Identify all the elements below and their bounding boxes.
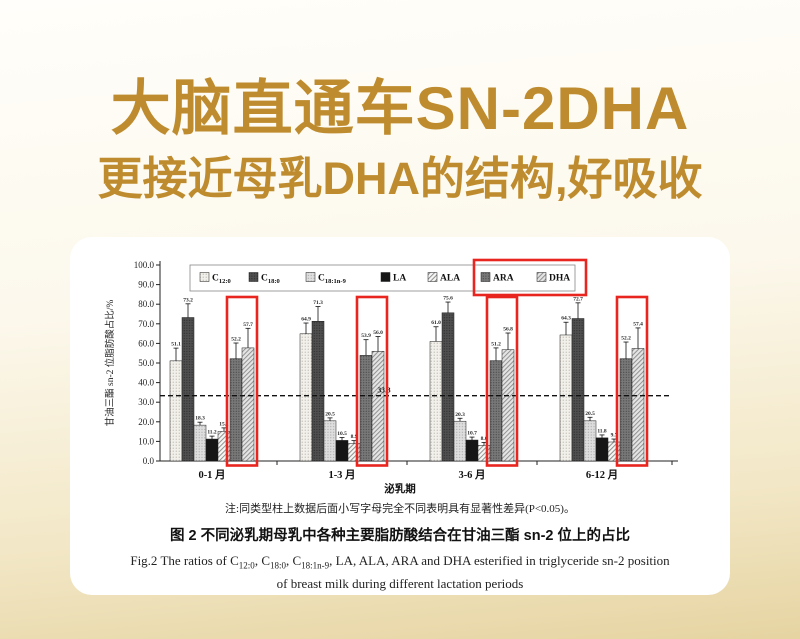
bar-C18:0-0-1 月 [181, 317, 195, 462]
y-axis-tick-label: 0.0 [143, 456, 155, 466]
chart-container: 0.0 10.0 20.0 30.0 40.0 50.0 60.0 70.0 80.0 90.0 1… [90, 249, 710, 499]
y-axis-tick-label: 70.0 [138, 319, 154, 329]
x-axis-tick-label: 3-6 月 [458, 469, 485, 481]
bar-value-label: 52.2 [231, 337, 241, 343]
ara-dha-highlight-box [615, 295, 649, 467]
bar-value-label: 53.9 [361, 333, 371, 339]
x-axis-tick-label: 6-12 月 [586, 469, 618, 481]
bar-value-label: 8.9 [351, 434, 358, 440]
bar-ARA-3-6 月 [489, 360, 503, 462]
bar-C18:0-6-12 月 [571, 318, 585, 462]
svg-text:LA: LA [393, 274, 406, 284]
y-axis-tick-label: 50.0 [138, 358, 154, 368]
legend-item-C18:1n-9: C18:1n-9 [305, 272, 347, 286]
svg-text:C18:1n-9: C18:1n-9 [318, 274, 347, 286]
bar-ARA-0-1 月 [229, 358, 243, 462]
bar-LA-0-1 月 [205, 438, 219, 462]
bar-value-label: 56.0 [373, 330, 383, 336]
lactation-fatty-acid-bar-chart: 0.0 10.0 20.0 30.0 40.0 50.0 60.0 70.0 80.0 90.0 1… [104, 258, 678, 495]
bar-value-label: 10.5 [337, 431, 347, 437]
legend-item-LA: LA [380, 272, 406, 284]
bar-value-label: 64.3 [561, 316, 571, 322]
svg-text:ARA: ARA [493, 274, 514, 284]
y-axis-tick-label: 20.0 [138, 417, 154, 427]
bar-value-label: 72.7 [573, 296, 583, 302]
bar-C18:0-3-6 月 [441, 312, 455, 462]
bar-value-label: 10.7 [467, 431, 477, 437]
bar-ARA-6-12 月 [619, 358, 633, 462]
figure-caption-zh: 图 2 不同泌乳期母乳中各种主要脂肪酸结合在甘油三酯 sn-2 位上的占比 [170, 528, 630, 544]
bar-C18:0-1-3 月 [311, 321, 325, 462]
svg-text:C12:0: C12:0 [212, 274, 231, 286]
bar-C18:1n-9-1-3 月 [323, 420, 337, 462]
bar-DHA-1-3 月 [371, 350, 385, 462]
bar-DHA-3-6 月 [501, 349, 515, 462]
legend-ara-dha-highlight-box [472, 258, 588, 297]
bar-C12:0-6-12 月 [559, 334, 573, 462]
y-axis-tick-label: 40.0 [138, 378, 154, 388]
ara-dha-highlight-box [485, 295, 519, 467]
page-title: 大脑直通车SN-2DHA [110, 75, 690, 142]
svg-text:DHA: DHA [549, 274, 570, 284]
bar-value-label: 61.0 [431, 320, 441, 326]
ara-dha-highlight-box [355, 295, 389, 467]
figure-card: 0.0 10.0 20.0 30.0 40.0 50.0 60.0 70.0 80.0 90.0 1… [70, 237, 730, 595]
legend-item-C12:0: C12:0 [199, 272, 231, 286]
bar-value-label: 71.3 [313, 300, 323, 306]
bar-C18:1n-9-0-1 月 [193, 424, 207, 462]
y-axis-tick-label: 100.0 [134, 260, 155, 270]
ara-dha-highlight-box [225, 295, 259, 467]
bar-LA-1-3 月 [335, 440, 349, 462]
bar-value-label: 20.5 [585, 411, 595, 417]
bar-value-label: 11.2 [207, 430, 217, 436]
bar-ARA-1-3 月 [359, 355, 373, 462]
bar-value-label: 64.9 [301, 317, 311, 323]
bar-C18:1n-9-6-12 月 [583, 420, 597, 462]
svg-text:ALA: ALA [440, 274, 460, 284]
bar-value-label: 18.3 [195, 416, 205, 422]
bar-value-label: 51.2 [491, 341, 501, 347]
y-axis-tick-label: 10.0 [138, 436, 154, 446]
bar-value-label: 56.8 [503, 327, 513, 333]
bar-C12:0-3-6 月 [429, 341, 443, 462]
bar-value-label: 20.3 [455, 412, 465, 418]
bar-C18:1n-9-3-6 月 [453, 420, 467, 462]
legend-item-ARA: ARA [480, 272, 514, 284]
bar-C12:0-1-3 月 [299, 333, 313, 462]
y-axis-title: 甘油三酯 sn-2 位脂肪酸占比/% [104, 300, 116, 427]
bar-value-label: 8.0 [481, 436, 488, 442]
bar-value-label: 57.4 [633, 321, 643, 327]
x-axis-tick-label: 1-3 月 [328, 469, 355, 481]
bar-LA-3-6 月 [465, 439, 479, 462]
bar-value-label: 52.2 [621, 336, 631, 342]
bar-C12:0-0-1 月 [169, 360, 183, 462]
legend-item-C18:0: C18:0 [248, 272, 280, 286]
x-axis-title: 泌乳期 [384, 482, 416, 495]
figure-caption-en: Fig.2 The ratios of C12:0, C18:0, C18:1n… [130, 553, 670, 591]
bar-DHA-6-12 月 [631, 348, 645, 462]
y-axis-tick-label: 90.0 [138, 280, 154, 290]
bar-value-label: 51.1 [171, 342, 181, 348]
y-axis-tick-label: 60.0 [138, 338, 154, 348]
bar-value-label: 9.7 [611, 433, 618, 439]
bar-DHA-0-1 月 [241, 347, 255, 462]
page-subtitle: 更接近母乳DHA的结构,好吸收 [97, 153, 703, 204]
bar-value-label: 11.8 [597, 428, 607, 434]
reference-line-label: 33.3 [377, 386, 390, 395]
svg-text:C18:0: C18:0 [261, 274, 280, 286]
bar-value-label: 20.5 [325, 411, 335, 417]
y-axis-tick-label: 30.0 [138, 397, 154, 407]
legend-item-DHA: DHA [536, 272, 570, 284]
bar-value-label: 73.2 [183, 297, 193, 303]
x-axis-tick-label: 0-1 月 [198, 469, 225, 481]
bar-LA-6-12 月 [595, 437, 609, 462]
y-axis-tick-label: 80.0 [138, 299, 154, 309]
legend-item-ALA: ALA [427, 272, 460, 284]
bar-value-label: 57.7 [243, 322, 253, 328]
bar-value-label: 75.6 [443, 296, 453, 302]
figure-note: 注:同类型柱上数据后面小写字母完全不同表明具有显著性差异(P<0.05)。 [225, 503, 575, 515]
bar-value-label: 15.1 [219, 421, 229, 427]
